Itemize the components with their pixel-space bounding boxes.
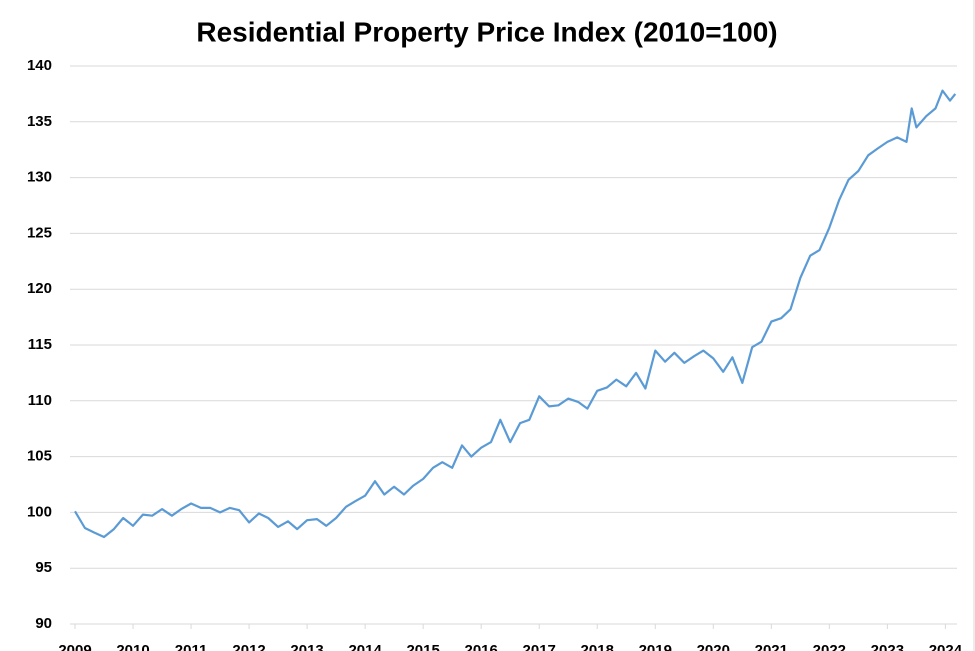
y-tick-label: 130 <box>27 169 52 186</box>
y-tick-label: 95 <box>35 559 52 576</box>
x-tick-label: 2020 <box>697 642 730 651</box>
x-tick-label: 2017 <box>523 642 556 651</box>
x-tick-label: 2016 <box>464 642 497 651</box>
x-tick-label: 2015 <box>406 642 439 651</box>
chart-title: Residential Property Price Index (2010=1… <box>196 16 777 47</box>
x-tick-label: 2023 <box>871 642 904 651</box>
x-tick-label: 2014 <box>348 642 382 651</box>
data-line <box>74 89 957 539</box>
y-tick-label: 120 <box>27 280 52 297</box>
x-tick-label: 2021 <box>755 642 788 651</box>
y-tick-label: 90 <box>35 615 52 632</box>
y-tick-label: 140 <box>27 57 52 74</box>
x-tick-label: 2022 <box>813 642 846 651</box>
x-tick-label: 2013 <box>290 642 323 651</box>
x-tick-label: 2011 <box>175 642 208 651</box>
x-tick-label: 2009 <box>58 642 91 651</box>
x-tick-label: 2010 <box>116 642 149 651</box>
x-tick-label: 2019 <box>639 642 672 651</box>
y-tick-label: 135 <box>27 113 52 130</box>
y-tick-label: 125 <box>27 224 52 241</box>
x-tick-label: 2024 <box>929 642 963 651</box>
y-tick-label: 100 <box>27 503 52 520</box>
x-tick-label: 2012 <box>232 642 265 651</box>
y-tick-label: 115 <box>28 336 52 353</box>
y-tick-label: 110 <box>28 392 52 409</box>
y-tick-label: 105 <box>27 448 52 465</box>
x-tick-label: 2018 <box>581 642 614 651</box>
